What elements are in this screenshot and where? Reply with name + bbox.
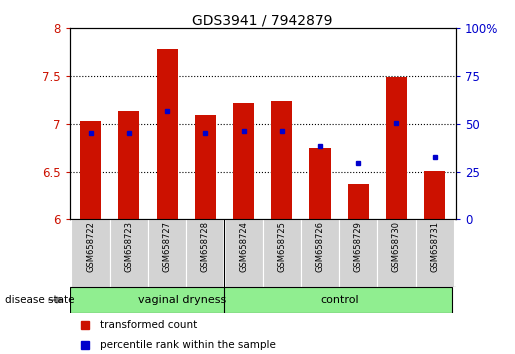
Text: GSM658725: GSM658725 [277,222,286,272]
Bar [339,219,377,287]
Text: GSM658726: GSM658726 [316,222,324,273]
Title: GDS3941 / 7942879: GDS3941 / 7942879 [193,13,333,27]
Text: GSM658730: GSM658730 [392,222,401,273]
Bar [424,171,445,219]
Bar [233,103,254,219]
Bar [386,77,407,219]
Text: GSM658731: GSM658731 [430,222,439,273]
Bar [225,219,263,287]
Bar [110,219,148,287]
Text: GSM658723: GSM658723 [124,222,133,273]
Text: percentile rank within the sample: percentile rank within the sample [100,340,277,350]
Bar [377,219,416,287]
Text: GSM658724: GSM658724 [239,222,248,272]
Bar [348,184,369,219]
Text: disease state: disease state [5,295,75,305]
Bar [195,115,216,219]
Text: GSM658722: GSM658722 [86,222,95,272]
Bar [301,219,339,287]
Text: GSM658729: GSM658729 [354,222,363,272]
Bar [263,219,301,287]
Bar [80,121,101,219]
Text: control: control [321,295,359,305]
Text: GSM658727: GSM658727 [163,222,171,273]
Bar [72,219,110,287]
Text: GSM658728: GSM658728 [201,222,210,273]
Bar [416,219,454,287]
Bar [157,49,178,219]
Bar [118,110,140,219]
Text: transformed count: transformed count [100,320,198,330]
Text: vaginal dryness: vaginal dryness [138,295,227,305]
Bar [310,148,331,219]
Bar [271,101,293,219]
Bar [148,219,186,287]
Bar [186,219,225,287]
